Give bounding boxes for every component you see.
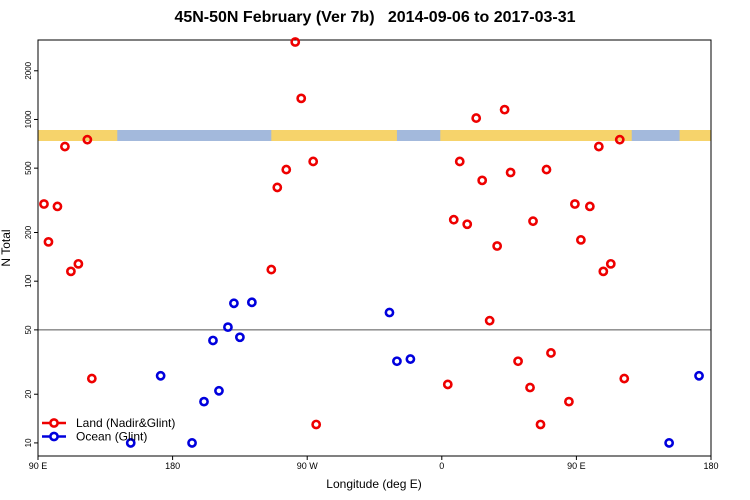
legend-item: Ocean (Glint)	[42, 430, 147, 444]
y-tick-label: 100	[24, 274, 33, 288]
data-point	[454, 156, 465, 167]
data-point	[155, 370, 166, 381]
ocean-series	[125, 297, 704, 448]
land-ocean-strip	[38, 130, 711, 141]
data-point	[546, 348, 556, 358]
data-point	[484, 315, 495, 326]
data-point	[575, 235, 586, 245]
data-point	[86, 373, 97, 384]
data-point	[570, 199, 580, 209]
data-point	[290, 37, 301, 47]
data-point	[598, 266, 609, 277]
data-point	[308, 156, 319, 167]
data-point	[448, 214, 459, 225]
data-point	[281, 164, 292, 175]
data-point	[296, 93, 307, 104]
data-point	[229, 298, 239, 309]
x-tick-label: 90 E	[567, 461, 586, 471]
data-point	[442, 379, 453, 390]
data-point	[541, 164, 552, 175]
data-point	[664, 438, 675, 448]
data-point	[272, 182, 283, 193]
y-axis: 10 20 50 100 200 500 1000 2000	[24, 61, 38, 447]
data-point	[492, 241, 503, 251]
data-point	[477, 175, 488, 186]
land-segment	[271, 130, 397, 141]
data-point	[199, 396, 209, 407]
data-point	[605, 258, 616, 269]
y-tick-label: 200	[24, 225, 33, 239]
data-point	[384, 307, 395, 318]
data-point	[208, 335, 218, 346]
data-points	[39, 37, 704, 448]
data-point	[525, 382, 535, 393]
y-tick-label: 500	[24, 161, 33, 175]
data-point	[405, 354, 416, 364]
x-tick-label: 180	[703, 461, 718, 471]
data-point	[66, 266, 76, 277]
data-point	[528, 216, 538, 227]
y-tick-label: 10	[24, 438, 33, 447]
data-point	[223, 322, 233, 333]
plot-frame	[37, 39, 712, 457]
x-tick-label: 0	[439, 461, 444, 471]
data-point	[187, 438, 197, 448]
data-point	[593, 141, 604, 152]
y-tick-label: 20	[24, 389, 33, 398]
data-point	[694, 370, 704, 381]
legend-label: Land (Nadir&Glint)	[76, 416, 175, 430]
data-point	[535, 419, 546, 430]
data-point	[499, 104, 510, 115]
data-point	[246, 297, 257, 308]
data-point	[82, 134, 93, 145]
data-point	[52, 201, 63, 212]
data-point	[564, 396, 574, 407]
legend-marker	[49, 431, 59, 442]
x-tick-label: 90 E	[29, 461, 48, 471]
data-point	[73, 258, 84, 269]
x-axis-label: Longitude (deg E)	[326, 477, 421, 491]
x-axis: 90 E 180 90 W 0 90 E 180	[29, 456, 719, 471]
data-point	[60, 141, 70, 152]
x-tick-label: 90 W	[297, 461, 319, 471]
data-point	[513, 356, 523, 367]
data-point	[471, 113, 482, 123]
y-tick-label: 1000	[24, 110, 33, 128]
y-tick-label: 50	[24, 325, 33, 334]
x-tick-label: 180	[165, 461, 180, 471]
legend-marker	[49, 418, 59, 428]
chart-title: 45N-50N February (Ver 7b) 2014-09-06 to …	[174, 9, 576, 26]
data-point	[43, 236, 54, 247]
data-point	[125, 438, 136, 448]
data-point	[392, 356, 402, 367]
land-segment	[38, 130, 118, 141]
land-series	[39, 37, 630, 430]
land-segment	[679, 130, 711, 141]
data-point	[584, 201, 595, 212]
data-point	[234, 332, 245, 343]
legend-item: Land (Nadir&Glint)	[42, 416, 175, 430]
y-axis-label: N Total	[0, 229, 13, 266]
land-segment	[440, 130, 632, 141]
data-point	[462, 219, 473, 230]
data-point	[614, 134, 625, 145]
data-point	[505, 167, 516, 178]
y-tick-label: 2000	[24, 61, 33, 79]
data-point	[266, 264, 277, 275]
data-point	[619, 373, 630, 384]
data-point	[39, 199, 49, 209]
legend-label: Ocean (Glint)	[76, 430, 147, 444]
data-point	[214, 385, 224, 396]
data-point	[311, 419, 322, 430]
legend: Land (Nadir&Glint)Ocean (Glint)	[42, 416, 175, 444]
